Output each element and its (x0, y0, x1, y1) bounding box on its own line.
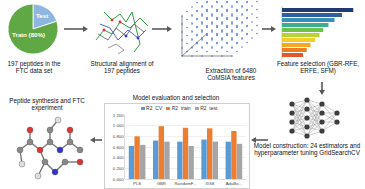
svg-text:0.200: 0.200 (113, 166, 124, 171)
svg-text:PLS: PLS (133, 181, 141, 186)
svg-text:XGB: XGB (205, 181, 214, 186)
svg-text:GBR: GBR (157, 181, 166, 186)
svg-text:Train (80%): Train (80%) (12, 31, 45, 38)
html-text:Model evaluation and selection: Model evaluation and selection (132, 94, 220, 101)
html-text:R2_test: R2_test (200, 105, 218, 111)
svg-text:AdaBo...: AdaBo... (226, 181, 242, 186)
html-text:Feature selection (GBR-RFE, ER: Feature selection (GBR-RFE, ERFE, SFM) (276, 60, 360, 75)
html-text:R2_train: R2_train (171, 105, 191, 111)
svg-text:0.800: 0.800 (113, 134, 124, 139)
svg-text:1.200: 1.200 (113, 113, 124, 118)
html-text:Structural alignment of 197 pe: Structural alignment of 197 peptides (90, 60, 154, 75)
svg-text:RandomF...: RandomF... (175, 181, 197, 186)
svg-text:Test: Test (36, 12, 48, 19)
svg-text:0.600: 0.600 (113, 145, 124, 150)
html-text:Peptide synthesis and FTC expe: Peptide synthesis and FTC experiment (9, 97, 85, 112)
svg-text:1.000: 1.000 (113, 123, 124, 128)
html-text:R2_CV: R2_CV (146, 105, 163, 111)
svg-text:0.400: 0.400 (113, 155, 124, 160)
svg-text:0.000: 0.000 (113, 177, 124, 182)
html-text:Model construction: 24 estimat: Model construction: 24 estimators and hy… (253, 142, 361, 157)
html-text:Extraction of 6480 CoMSIA feat: Extraction of 6480 CoMSIA features (205, 67, 257, 82)
html-text:197 peptides in the FTC data s: 197 peptides in the FTC data set (7, 60, 61, 75)
